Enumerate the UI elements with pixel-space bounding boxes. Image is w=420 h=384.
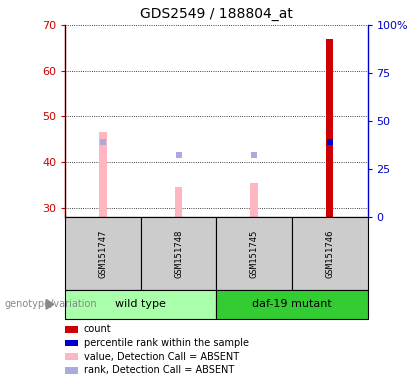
Text: genotype/variation: genotype/variation [4,299,97,310]
Bar [216,217,292,290]
Text: count: count [84,324,112,334]
Text: percentile rank within the sample: percentile rank within the sample [84,338,249,348]
Bar [65,290,216,319]
Text: GSM151747: GSM151747 [98,229,108,278]
Text: GSM151748: GSM151748 [174,229,183,278]
Bar [216,290,368,319]
Point [251,152,257,158]
Bar [326,215,333,217]
Bar [292,217,368,290]
Text: GSM151746: GSM151746 [325,229,334,278]
Text: GSM151745: GSM151745 [249,229,259,278]
Bar [250,183,258,217]
Text: wild type: wild type [115,299,166,310]
Bar [141,217,216,290]
Bar [99,132,107,217]
Text: value, Detection Call = ABSENT: value, Detection Call = ABSENT [84,352,239,362]
Text: daf-19 mutant: daf-19 mutant [252,299,332,310]
Point [100,139,106,145]
Bar [175,187,182,217]
Title: GDS2549 / 188804_at: GDS2549 / 188804_at [140,7,293,21]
Text: rank, Detection Call = ABSENT: rank, Detection Call = ABSENT [84,365,234,375]
Bar [65,217,141,290]
Bar [326,39,333,217]
Point [326,139,333,145]
Point [175,152,182,158]
